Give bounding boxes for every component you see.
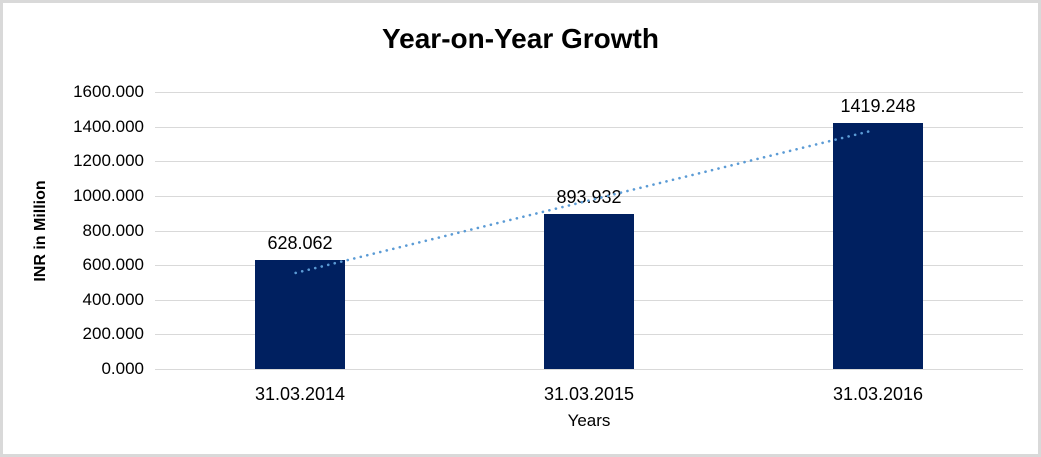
x-tick-label: 31.03.2016 [832,384,924,404]
gridline [155,127,1023,128]
bar-31.03.2014 [255,260,345,369]
x-tick-label: 31.03.2014 [254,384,346,404]
y-tick-label: 1000.000 [73,186,144,205]
y-tick-label: 800.000 [82,221,144,240]
gridline [155,369,1023,370]
x-tick-label: 31.03.2015 [543,384,635,404]
bar-data-label: 628.062 [267,233,333,253]
y-tick-label: 1400.000 [73,117,144,136]
y-tick-label: 1600.000 [73,82,144,101]
y-tick-label: 0.000 [101,359,144,378]
bar-31.03.2016 [833,123,923,369]
bar-data-label: 893.932 [556,187,622,207]
bar-data-label: 1419.248 [840,96,916,116]
bar-31.03.2015 [544,214,634,369]
y-tick-label: 400.000 [82,290,144,309]
y-tick-label: 600.000 [82,255,144,274]
chart-title: Year-on-Year Growth [382,23,659,54]
gridline [155,92,1023,93]
y-tick-label: 200.000 [82,324,144,343]
y-tick-label: 1200.000 [73,151,144,170]
x-axis-title: Years [567,411,611,430]
